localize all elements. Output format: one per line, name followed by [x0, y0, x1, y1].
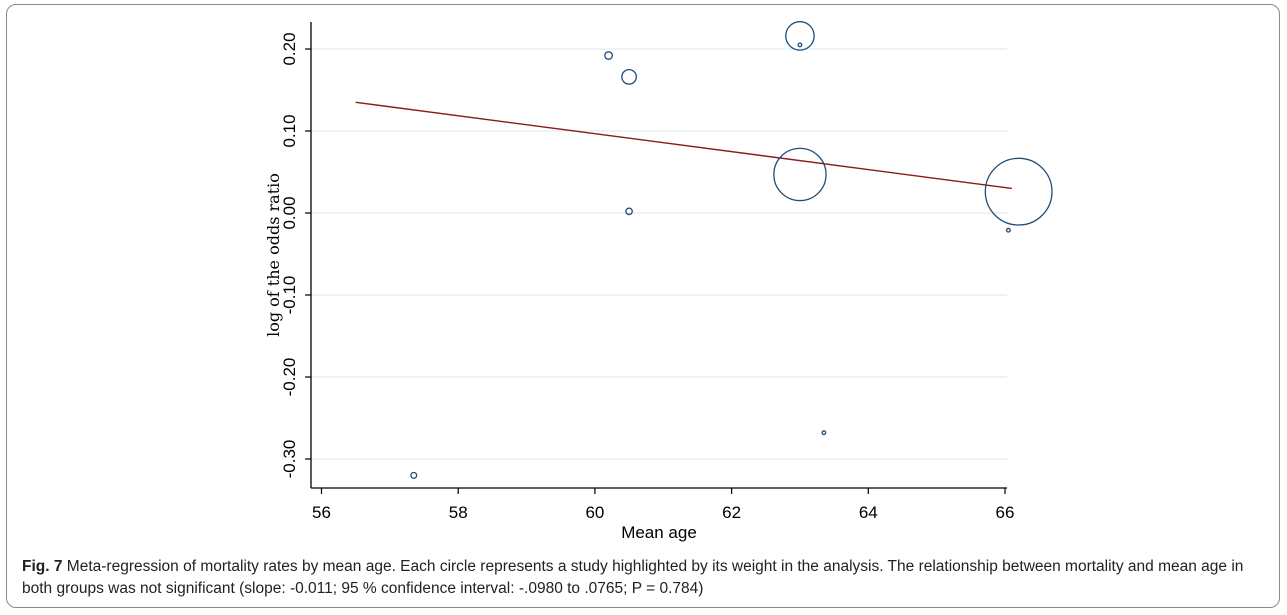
y-tick-label: 0.10	[280, 114, 299, 147]
x-axis-title: Mean age	[621, 523, 697, 542]
data-point	[1005, 227, 1011, 233]
x-tick-label: 66	[996, 503, 1015, 522]
figure-frame	[6, 4, 1280, 608]
caption-label: Fig. 7	[22, 558, 63, 575]
data-point	[625, 207, 633, 216]
x-tick-label: 60	[585, 503, 604, 522]
data-point	[773, 147, 827, 202]
data-point	[604, 51, 613, 60]
data-point	[785, 21, 815, 51]
y-tick-label: -0.10	[280, 276, 299, 315]
data-point	[797, 42, 803, 48]
figure-caption: Fig. 7 Meta-regression of mortality rate…	[22, 556, 1267, 600]
y-axis-title: log of the odds ratio	[264, 173, 283, 337]
regression-line	[355, 101, 1012, 190]
x-tick-label: 58	[449, 503, 468, 522]
data-point	[410, 471, 418, 479]
data-point	[621, 68, 637, 85]
y-tick-label: -0.30	[280, 440, 299, 479]
data-point	[984, 157, 1053, 226]
x-tick-label: 56	[312, 503, 331, 522]
caption-text: Meta-regression of mortality rates by me…	[22, 558, 1244, 597]
scatter-chart: -0.30 -0.20 -0.10 0.00 0.10 0.20 56 58 60 62 64 66 M…	[264, 21, 1053, 542]
x-tick-label: 62	[722, 503, 741, 522]
x-tick-label: 64	[859, 503, 878, 522]
y-tick-label: 0.20	[280, 32, 299, 65]
y-tick-label: -0.20	[280, 358, 299, 397]
y-tick-label: 0.00	[280, 196, 299, 229]
data-point	[821, 430, 827, 436]
